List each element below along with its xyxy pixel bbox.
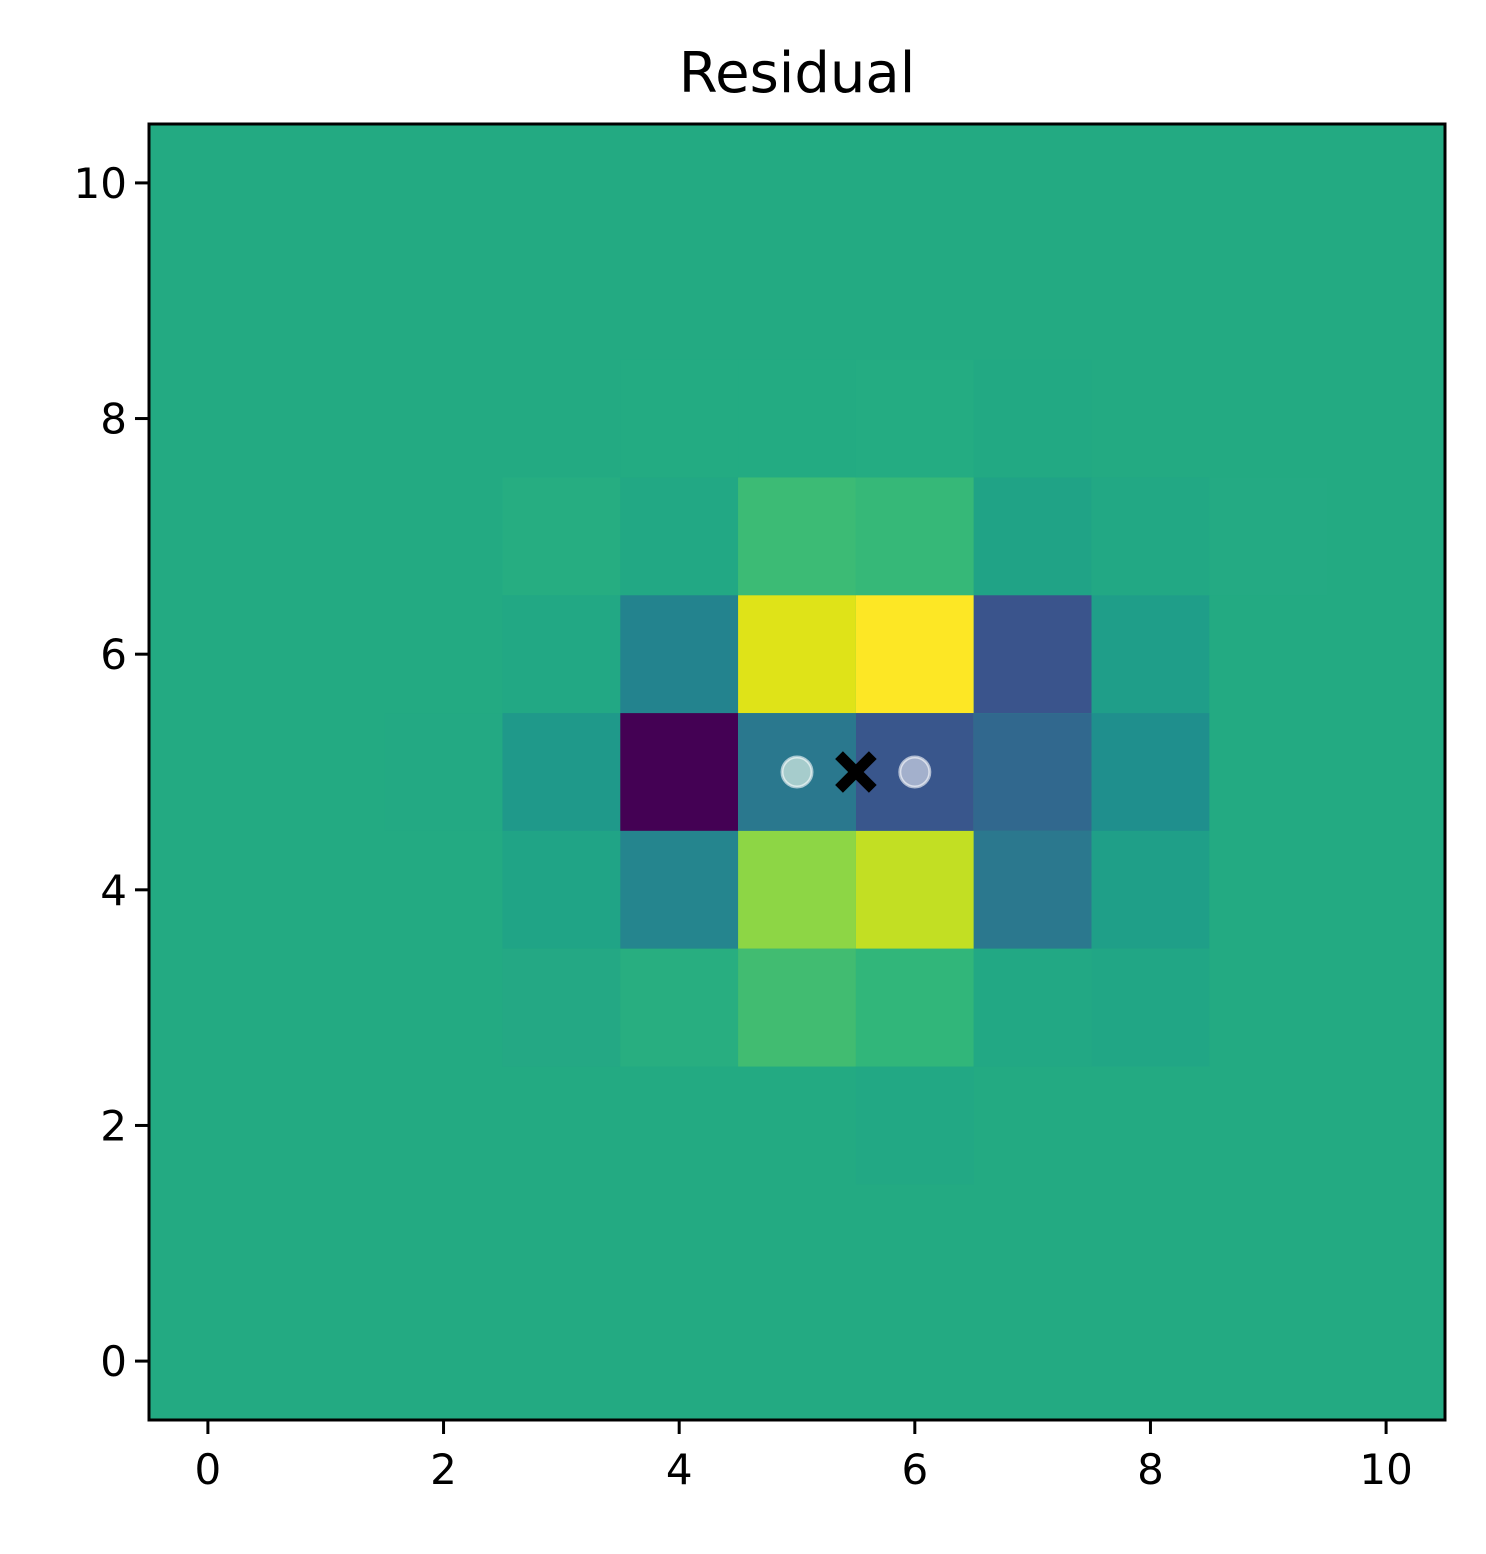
heatmap-cell — [973, 713, 1092, 831]
x-tick-label: 2 — [430, 1445, 457, 1494]
x-tick-label: 0 — [195, 1445, 222, 1494]
heatmap-cell — [855, 948, 974, 1067]
heatmap-cell — [738, 948, 856, 1067]
heatmap-cell — [973, 595, 1092, 714]
heatmap-cell — [502, 713, 621, 831]
plot-frame — [147, 122, 1447, 1422]
heatmap-cell — [1091, 830, 1210, 949]
heatmap-cells — [384, 359, 1328, 1185]
heatmap-cell — [973, 948, 1092, 1067]
heatmap-cell — [973, 359, 1092, 478]
x-tick-label: 10 — [1359, 1445, 1412, 1494]
plot-area — [147, 122, 1447, 1422]
heatmap-cell — [502, 477, 621, 596]
heatmap-cell — [738, 359, 856, 478]
heatmap-cell — [620, 713, 739, 831]
heatmap-cell — [855, 359, 974, 478]
heatmap-cell — [973, 477, 1092, 596]
heatmap-cell — [620, 359, 739, 478]
heatmap-cell — [855, 830, 974, 949]
heatmap-cell — [502, 830, 621, 949]
heatmap-cell — [738, 830, 856, 949]
markers — [780, 751, 932, 793]
x-tick-label: 6 — [901, 1445, 928, 1494]
y-tick-label: 10 — [74, 159, 127, 208]
heatmap-cell — [1209, 477, 1328, 596]
heatmap-cell — [855, 595, 974, 714]
y-tick-label: 6 — [100, 630, 127, 679]
heatmap-cell — [620, 477, 739, 596]
heatmap-cell — [502, 595, 621, 714]
circle-marker — [780, 755, 814, 789]
chart-title: Residual — [679, 41, 916, 106]
heatmap-cell — [1091, 948, 1210, 1067]
heatmap-cell — [1091, 477, 1210, 596]
heatmap-cell — [620, 595, 739, 714]
heatmap-cell — [973, 830, 1092, 949]
x-marker-shape — [835, 751, 877, 793]
y-tick-label: 0 — [100, 1337, 127, 1386]
heatmap-cell — [738, 595, 856, 714]
y-tick-label: 2 — [100, 1101, 127, 1150]
heatmap-cell — [502, 948, 621, 1067]
heatmap-cell — [384, 713, 503, 831]
heatmap-cell — [620, 948, 739, 1067]
heatmap-cell — [620, 830, 739, 949]
heatmap-cell — [855, 1066, 974, 1185]
y-tick-label: 8 — [100, 395, 127, 444]
y-tick-label: 4 — [100, 866, 127, 915]
circle-marker — [898, 755, 932, 789]
heatmap-cell — [1091, 595, 1210, 714]
heatmap-cell — [1091, 713, 1210, 831]
heatmap-cell — [738, 477, 856, 596]
x-marker — [835, 751, 877, 793]
x-tick-label: 4 — [666, 1445, 693, 1494]
x-axis: 0 2 4 6 8 10 — [195, 1420, 1413, 1494]
x-tick-label: 8 — [1137, 1445, 1164, 1494]
heatmap-cell — [855, 477, 974, 596]
y-axis: 0 2 4 6 8 10 — [74, 159, 149, 1386]
